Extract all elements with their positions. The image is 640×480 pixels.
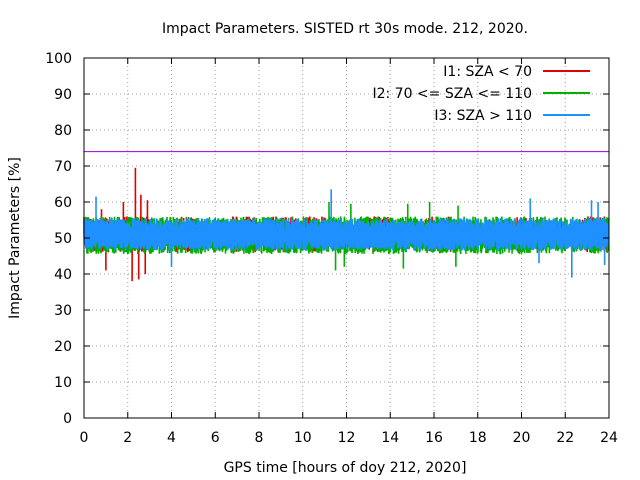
legend-label: I3: SZA > 110 bbox=[434, 108, 532, 124]
y-axis-label: Impact Parameters [%] bbox=[7, 157, 23, 319]
series-layer bbox=[83, 167, 610, 282]
x-tick-label: 10 bbox=[294, 430, 312, 446]
x-axis-label: GPS time [hours of doy 212, 2020] bbox=[224, 460, 467, 476]
x-tick-label: 6 bbox=[211, 430, 220, 446]
legend-label: I1: SZA < 70 bbox=[443, 64, 532, 80]
chart-title: Impact Parameters. SISTED rt 30s mode. 2… bbox=[162, 21, 528, 37]
x-tick-label: 8 bbox=[255, 430, 264, 446]
y-tick-label: 90 bbox=[54, 87, 72, 103]
y-tick-label: 60 bbox=[54, 195, 72, 211]
x-tick-label: 20 bbox=[513, 430, 531, 446]
y-tick-label: 100 bbox=[45, 51, 72, 67]
x-tick-label: 12 bbox=[338, 430, 356, 446]
x-tick-label: 18 bbox=[469, 430, 487, 446]
x-tick-label: 0 bbox=[80, 430, 89, 446]
x-tick-label: 24 bbox=[600, 430, 618, 446]
legend: I1: SZA < 70 I2: 70 <= SZA <= 110 I3: SZA … bbox=[372, 64, 590, 124]
y-tick-label: 70 bbox=[54, 159, 72, 175]
legend-label: I2: 70 <= SZA <= 110 bbox=[372, 86, 532, 102]
x-tick-label: 2 bbox=[123, 430, 132, 446]
x-tick-label: 22 bbox=[556, 430, 574, 446]
y-tick-label: 80 bbox=[54, 123, 72, 139]
y-tick-label: 20 bbox=[54, 339, 72, 355]
series-3 bbox=[83, 189, 610, 278]
ticks: 0 2 4 6 8 10 12 14 16 18 20 22 240102030405060708090… bbox=[45, 51, 618, 446]
x-tick-label: 14 bbox=[381, 430, 399, 446]
x-tick-label: 4 bbox=[167, 430, 176, 446]
y-tick-label: 40 bbox=[54, 267, 72, 283]
y-tick-label: 50 bbox=[54, 231, 72, 247]
x-tick-label: 16 bbox=[425, 430, 443, 446]
y-tick-label: 0 bbox=[63, 411, 72, 427]
y-tick-label: 10 bbox=[54, 375, 72, 391]
y-tick-label: 30 bbox=[54, 303, 72, 319]
